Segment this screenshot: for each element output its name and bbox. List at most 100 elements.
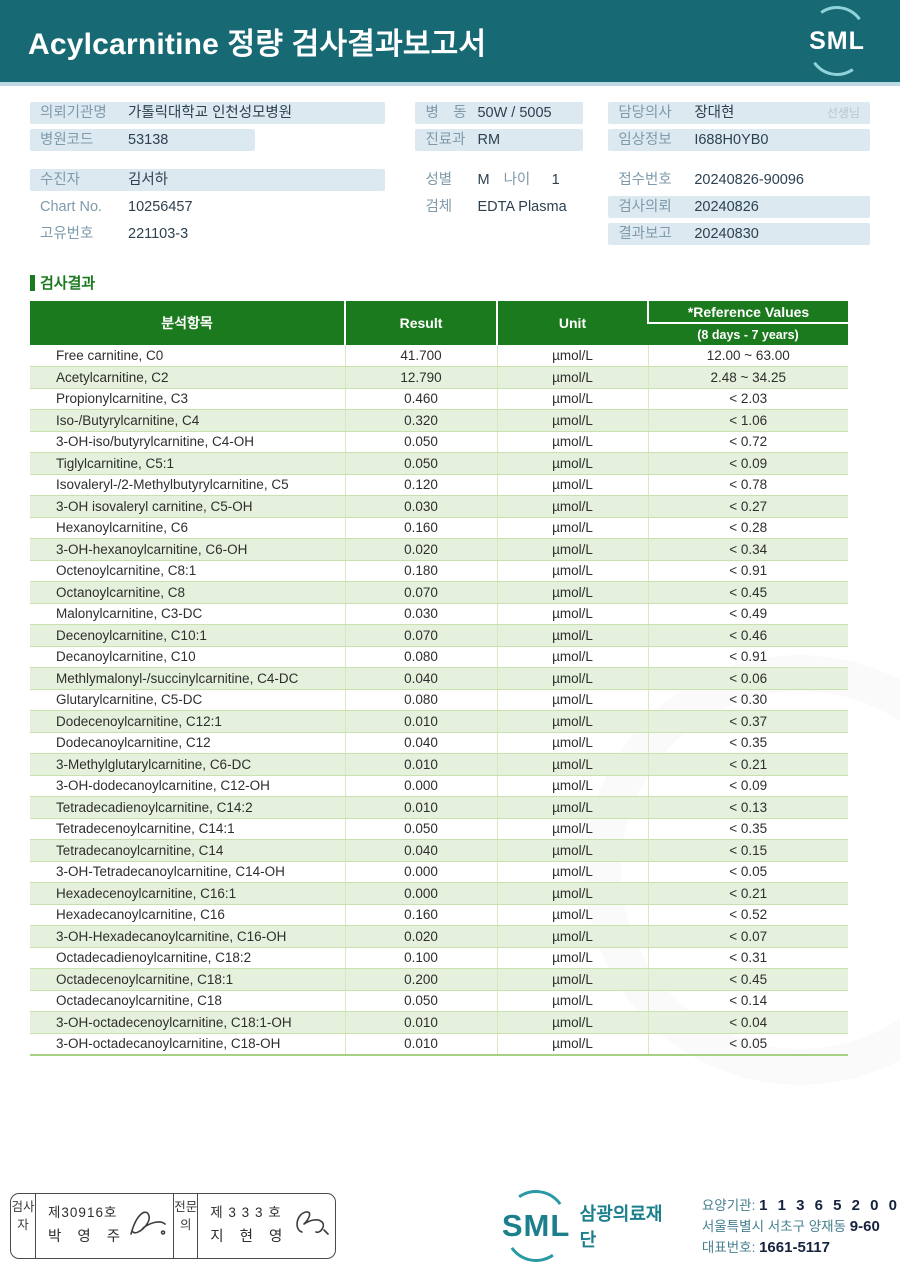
unit-value: µmol/L — [496, 366, 648, 389]
analyte-name: Methlymalonyl-/succinylcarnitine, C4-DC — [30, 667, 345, 690]
result-row: Hexadecanoylcarnitine, C16 0.160 µmol/L < 0… — [30, 904, 848, 926]
unit-value: µmol/L — [496, 452, 648, 475]
result-value: 0.100 — [344, 947, 497, 969]
result-row: Hexanoylcarnitine, C6 0.160 µmol/L < 0.28 — [30, 517, 848, 539]
analyte-name: Dodecanoylcarnitine, C12 — [30, 732, 345, 754]
info-row: 의뢰기관명 가톨릭대학교 인천성모병원 — [30, 102, 386, 124]
info-column-right: 담당의사 장대현 선생님 임상정보 I688H0YB0 접수번호 20240826-9009… — [608, 102, 870, 250]
result-value: 0.180 — [344, 560, 497, 582]
unit-value: µmol/L — [496, 925, 648, 948]
field-value: 20240830 — [694, 226, 759, 242]
results-tbody: Free carnitine, C0 41.700 µmol/L 12.00 ~ 63… — [30, 345, 848, 1055]
reference-value: 2.48 ~ 34.25 — [647, 366, 848, 389]
field-value: 221103-3 — [128, 226, 189, 242]
unit-value: µmol/L — [496, 517, 648, 539]
report-header: Acylcarnitine 정량 검사결과보고서 SML — [0, 0, 900, 82]
analyte-name: Tetradecenoylcarnitine, C14:1 — [30, 818, 345, 840]
result-value: 0.040 — [344, 732, 497, 754]
footer-info-line: 대표번호: 1661-5117 — [702, 1237, 900, 1258]
info-row: 병 동 50W / 5005 — [415, 102, 584, 124]
analyte-name: Octadecanoylcarnitine, C18 — [30, 990, 345, 1012]
reference-value: < 0.04 — [647, 1011, 848, 1034]
section-bar-icon — [30, 274, 35, 291]
unit-value: µmol/L — [496, 1011, 648, 1034]
result-value: 0.070 — [344, 581, 497, 604]
result-value: 0.000 — [344, 775, 497, 797]
result-row: 3-OH isovaleryl carnitine, C5-OH 0.030 µmo… — [30, 495, 848, 518]
reference-value: < 0.35 — [647, 818, 848, 840]
result-row: Isovaleryl-/2-Methylbutyrylcarnitine, C5… — [30, 474, 848, 496]
result-value: 0.050 — [344, 818, 497, 840]
footer-info-value: 9-60 — [849, 1217, 880, 1235]
analyte-name: 3-OH-Tetradecanoylcarnitine, C14-OH — [30, 861, 345, 883]
analyte-name: 3-Methylglutarylcarnitine, C6-DC — [30, 753, 345, 776]
result-value: 0.080 — [344, 646, 497, 668]
reference-value: < 0.91 — [647, 646, 848, 668]
field-label: 접수번호 — [618, 172, 672, 188]
result-value: 0.040 — [344, 667, 497, 690]
analyte-name: 3-OH-Hexadecanoylcarnitine, C16-OH — [30, 925, 345, 948]
reference-value: < 0.05 — [647, 1033, 848, 1055]
analyte-name: Glutarylcarnitine, C5-DC — [30, 689, 345, 711]
honorific-suffix: 선생님 — [826, 106, 860, 120]
field-label: 진료과 — [425, 132, 466, 148]
result-row: Propionylcarnitine, C3 0.460 µmol/L < 2.03 — [30, 388, 848, 410]
result-value: 0.010 — [344, 710, 497, 733]
result-row: Decanoylcarnitine, C10 0.080 µmol/L < 0.91 — [30, 646, 848, 668]
footer-info-value: 1 1 3 6 5 2 0 0 — [759, 1196, 900, 1214]
analyte-name: Acetylcarnitine, C2 — [30, 366, 345, 389]
specialist-signature-icon — [295, 1211, 329, 1235]
result-row: Octadecadienoylcarnitine, C18:2 0.100 µmol… — [30, 947, 848, 969]
result-row: Free carnitine, C0 41.700 µmol/L 12.00 ~ 63… — [30, 345, 848, 367]
examiner-license-no: 제30916호 — [48, 1205, 118, 1220]
info-row: 검사의뢰 20240826 — [608, 196, 870, 218]
result-row: Dodecenoylcarnitine, C12:1 0.010 µmol/L < 0… — [30, 710, 848, 733]
specialist-name: 지 현 영 — [210, 1229, 289, 1245]
analyte-name: Hexadecenoylcarnitine, C16:1 — [30, 882, 345, 905]
footer-info-label: 요양기관: — [701, 1197, 760, 1213]
field-value: RM — [477, 132, 501, 148]
unit-value: µmol/L — [496, 474, 648, 496]
result-value: 0.000 — [344, 882, 497, 905]
result-row: Decenoylcarnitine, C10:1 0.070 µmol/L < 0.4… — [30, 624, 848, 647]
field-label: 임상정보 — [618, 132, 672, 148]
sml-logo: SML — [803, 1, 871, 81]
unit-value: µmol/L — [496, 818, 648, 840]
specialist-license-no: 제 3 3 3 호 — [210, 1205, 282, 1220]
result-value: 0.020 — [344, 925, 497, 948]
field-value: I688H0YB0 — [694, 132, 769, 148]
examiner-role-label: 검사자 — [11, 1194, 36, 1258]
analyte-name: Octadecenoylcarnitine, C18:1 — [30, 968, 345, 991]
field-value: M — [477, 172, 490, 188]
result-value: 0.030 — [344, 495, 497, 518]
analyte-name: Octanoylcarnitine, C8 — [30, 581, 345, 604]
result-value: 0.050 — [344, 990, 497, 1012]
reference-value: < 0.49 — [647, 603, 848, 625]
analyte-name: Isovaleryl-/2-Methylbutyrylcarnitine, C5 — [30, 474, 345, 496]
analyte-name: Free carnitine, C0 — [30, 345, 345, 367]
unit-value: µmol/L — [496, 689, 648, 711]
result-row: 3-OH-iso/butyrylcarnitine, C4-OH 0.050 µmo… — [30, 431, 848, 453]
result-value: 0.120 — [344, 474, 497, 496]
reference-value: < 0.14 — [647, 990, 848, 1012]
unit-value: µmol/L — [496, 624, 648, 647]
field-value: 김서하 — [128, 172, 169, 188]
result-row: 3-Methylglutarylcarnitine, C6-DC 0.010 µmo… — [30, 753, 848, 776]
field-label: 병원코드 — [40, 132, 94, 148]
field-label: 성별 — [425, 172, 453, 188]
result-row: Tetradecenoylcarnitine, C14:1 0.050 µmol/L… — [30, 818, 848, 840]
result-value: 41.700 — [344, 345, 497, 367]
result-value: 0.160 — [344, 517, 497, 539]
result-row: Octenoylcarnitine, C8:1 0.180 µmol/L < 0.91 — [30, 560, 848, 582]
examiner-name: 박 영 주 — [48, 1229, 127, 1245]
examiner-stamp-box: 검사자 제30916호 박 영 주 전문의 제 3 3 3 호 지 현 영 — [10, 1193, 337, 1259]
unit-value: µmol/L — [496, 409, 648, 432]
info-row: 수진자 김서하 — [30, 169, 386, 191]
reference-value: < 0.34 — [647, 538, 848, 561]
result-row: Glutarylcarnitine, C5-DC 0.080 µmol/L < 0.3… — [30, 689, 848, 711]
reference-value: < 0.45 — [647, 581, 848, 604]
field-value: 가톨릭대학교 인천성모병원 — [128, 105, 293, 121]
field-label: 의뢰기관명 — [40, 105, 107, 121]
footer-logo-text: SML — [501, 1208, 571, 1243]
